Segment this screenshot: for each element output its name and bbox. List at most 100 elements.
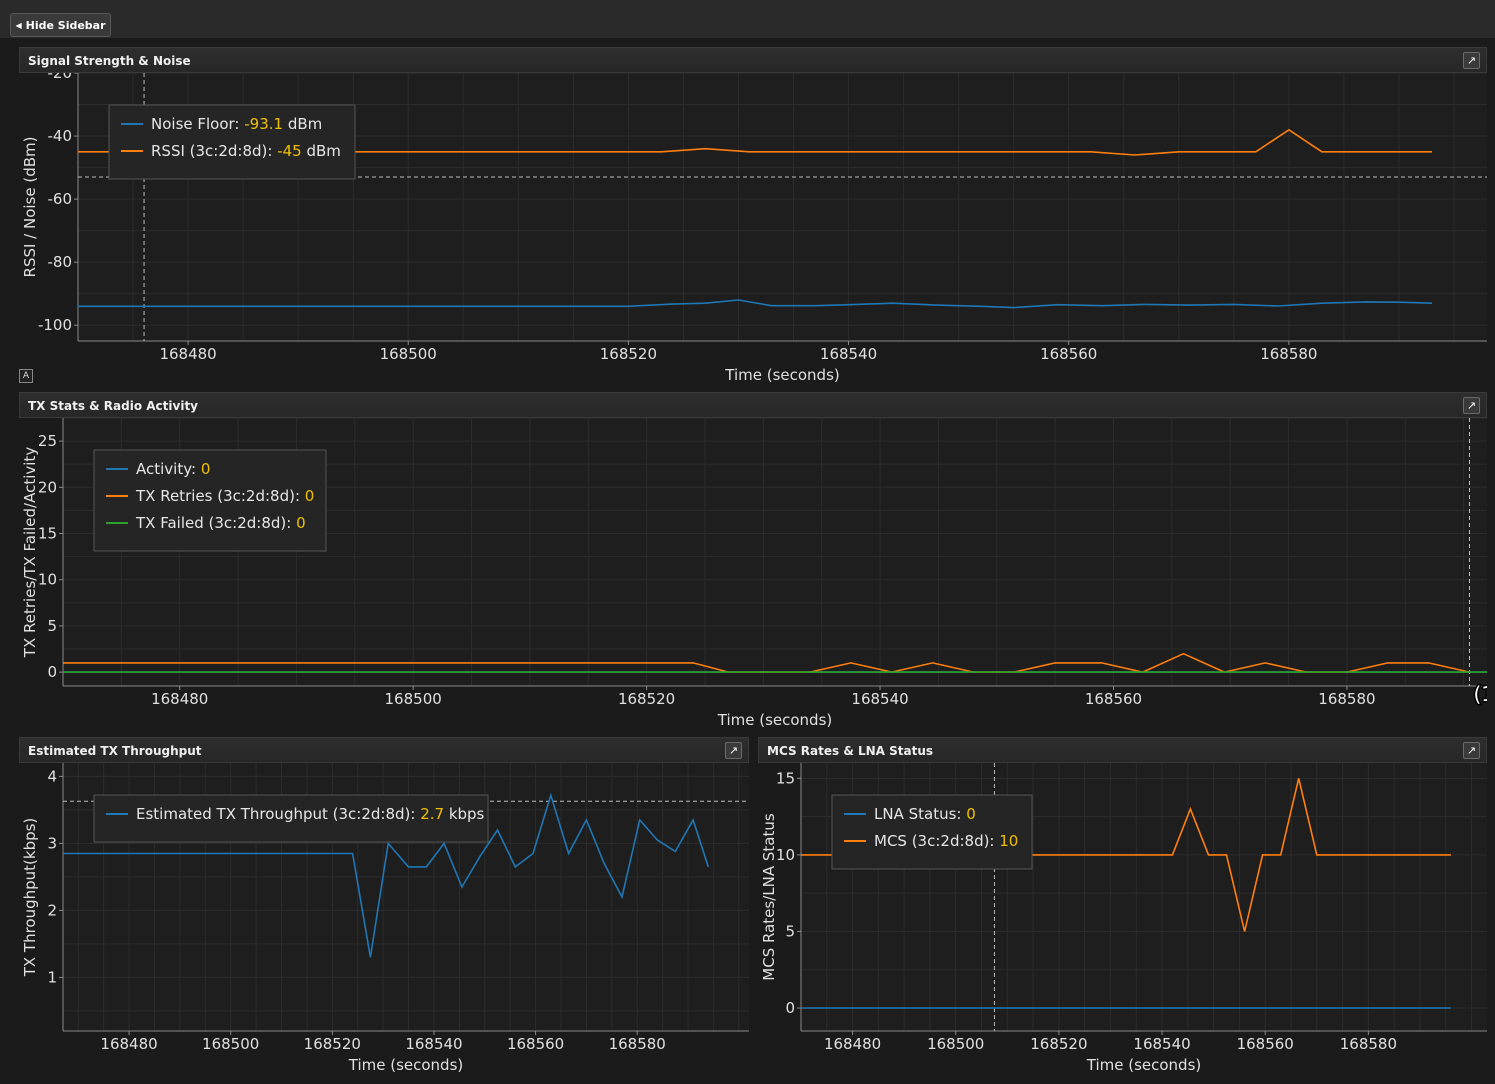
expand-icon[interactable]: ↗ [725,742,742,759]
y-tick-label: 10 [776,846,795,864]
series-line [78,299,1433,309]
y-tick-label: 15 [776,769,795,787]
x-tick-label: 168480 [824,1035,881,1053]
legend: Estimated TX Throughput (3c:2d:8d): 2.7 … [93,794,489,843]
expand-icon[interactable]: ↗ [1463,397,1480,414]
y-tick-label: 3 [47,834,57,852]
signal-strength-panel: Signal Strength & Noise ↗ 168480 168500 16… [19,47,1487,384]
panel-header: TX Stats & Radio Activity ↗ [19,392,1487,418]
x-tick-label: 168540 [405,1035,462,1053]
expand-icon[interactable]: ↗ [1463,742,1480,759]
y-axis-label: TX Retries/TX Failed/Activity [21,447,39,659]
legend-entry: TX Retries (3c:2d:8d): 0 [135,487,314,505]
series-line [63,792,710,958]
x-axis-label: Time (seconds) [724,366,840,384]
panel-title: Estimated TX Throughput [28,744,202,758]
hide-sidebar-label: Hide Sidebar [25,18,106,32]
legend-entry: TX Failed (3c:2d:8d): 0 [135,514,306,532]
y-tick-label: 25 [38,432,57,450]
x-tick-label: 168560 [1085,690,1142,708]
series-group [63,652,1487,673]
legend-entry: Noise Floor: -93.1 dBm [151,115,322,133]
legend-box [93,794,489,843]
x-axis-label: Time (seconds) [717,711,833,729]
series-line [78,128,1432,156]
legend-entry: LNA Status: 0 [874,805,976,823]
auto-scale-button[interactable]: A [19,369,33,383]
x-tick-label: 168500 [385,690,442,708]
panel-title: MCS Rates & LNA Status [767,744,934,758]
x-tick-label: 168520 [1030,1035,1087,1053]
y-tick-label: -80 [48,253,73,271]
y-tick-label: 5 [785,922,795,940]
x-tick-label: 168580 [1260,345,1317,363]
y-tick-label: 0 [785,999,795,1017]
panel-title: Signal Strength & Noise [28,54,191,68]
panel-header: Signal Strength & Noise ↗ [19,47,1487,73]
series-group [801,778,1451,1009]
x-tick-label: 168580 [609,1035,666,1053]
cursor-time-readout: (168590.5s [1473,682,1487,706]
triangle-left-icon: ◀ [15,20,22,30]
x-tick-label: 168540 [1133,1035,1190,1053]
y-tick-label: 1 [47,968,57,986]
y-tick-label: -60 [48,190,73,208]
x-axis-label: Time (seconds) [1086,1056,1202,1074]
y-tick-label: -40 [48,127,73,145]
x-tick-label: 168560 [507,1035,564,1053]
legend: LNA Status: 0 MCS (3c:2d:8d): 10 [831,794,1033,870]
legend-box [831,794,1033,870]
y-axis-label: TX Throughput(kbps) [21,818,39,978]
legend-entry: Estimated TX Throughput (3c:2d:8d): 2.7 … [136,805,485,823]
series-line [801,778,1451,932]
throughput-panel: Estimated TX Throughput ↗ 168480 168500 16… [19,737,749,1077]
legend: Activity: 0 TX Retries (3c:2d:8d): 0 TX Fa… [93,449,327,552]
legend: Noise Floor: -93.1 dBm RSSI (3c:2d:8d): -… [108,104,356,180]
x-tick-label: 168520 [304,1035,361,1053]
y-axis-label: MCS Rates/LNA Status [760,813,778,981]
x-tick-label: 168540 [851,690,908,708]
y-tick-label: -100 [38,316,72,334]
x-tick-label: 168560 [1237,1035,1294,1053]
signal-strength-chart[interactable]: 168480 168500 168520 168540 168560 168580 -20 -… [19,73,1487,385]
legend-box [108,104,356,180]
x-tick-label: 168520 [600,345,657,363]
x-tick-label: 168520 [618,690,675,708]
y-tick-label: 10 [38,571,57,589]
legend-box [93,449,327,552]
legend-entry: Activity: 0 [136,460,210,478]
mcs-chart[interactable]: 168480 168500 168520 168540 168560 168580 0 5 10… [758,763,1487,1081]
series-group [78,128,1433,309]
y-tick-label: -20 [48,73,73,82]
x-tick-label: 168480 [151,690,208,708]
throughput-chart[interactable]: 168480 168500 168520 168540 168560 168580 1 2 3 4… [19,763,749,1081]
series-group [63,792,710,958]
hide-sidebar-button[interactable]: ◀ Hide Sidebar [10,13,111,37]
panel-title: TX Stats & Radio Activity [28,399,198,413]
y-tick-label: 0 [47,663,57,681]
y-tick-label: 20 [38,478,57,496]
y-tick-label: 2 [47,901,57,919]
x-tick-label: 168500 [380,345,437,363]
tx-stats-panel: TX Stats & Radio Activity ↗ 168480 168500… [19,392,1487,732]
mcs-panel: MCS Rates & LNA Status ↗ 168480 168500 168… [758,737,1487,1077]
legend-entry: RSSI (3c:2d:8d): -45 dBm [151,142,341,160]
panel-header: MCS Rates & LNA Status ↗ [758,737,1487,763]
tx-stats-chart[interactable]: 168480 168500 168520 168540 168560 168580 0 5 10… [19,418,1487,730]
y-tick-label: 4 [47,767,57,785]
x-axis-label: Time (seconds) [348,1056,464,1074]
x-tick-label: 168480 [100,1035,157,1053]
y-tick-label: 15 [38,525,57,543]
top-toolbar: ◀ Hide Sidebar [0,0,1495,38]
x-tick-label: 168560 [1040,345,1097,363]
x-tick-label: 168480 [159,345,216,363]
legend-entry: MCS (3c:2d:8d): 10 [874,832,1018,850]
x-tick-label: 168580 [1340,1035,1397,1053]
y-axis-label: RSSI / Noise (dBm) [21,137,39,278]
x-tick-label: 168540 [820,345,877,363]
x-tick-label: 168580 [1318,690,1375,708]
expand-icon[interactable]: ↗ [1463,52,1480,69]
y-tick-label: 5 [47,617,57,635]
panel-header: Estimated TX Throughput ↗ [19,737,749,763]
x-tick-label: 168500 [202,1035,259,1053]
